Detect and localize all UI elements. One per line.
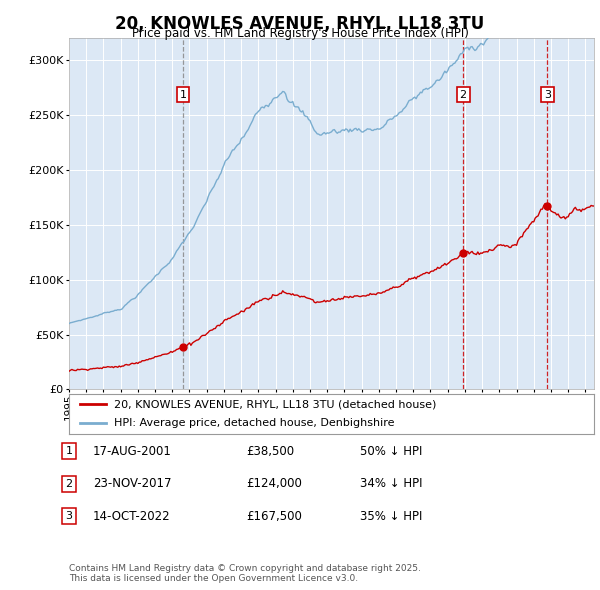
Text: 35% ↓ HPI: 35% ↓ HPI	[360, 510, 422, 523]
Text: Contains HM Land Registry data © Crown copyright and database right 2025.
This d: Contains HM Land Registry data © Crown c…	[69, 563, 421, 583]
Text: £124,000: £124,000	[246, 477, 302, 490]
Text: HPI: Average price, detached house, Denbighshire: HPI: Average price, detached house, Denb…	[113, 418, 394, 428]
Text: 34% ↓ HPI: 34% ↓ HPI	[360, 477, 422, 490]
Text: 23-NOV-2017: 23-NOV-2017	[93, 477, 172, 490]
Text: 20, KNOWLES AVENUE, RHYL, LL18 3TU: 20, KNOWLES AVENUE, RHYL, LL18 3TU	[115, 15, 485, 33]
Text: 1: 1	[179, 90, 187, 100]
Text: £38,500: £38,500	[246, 445, 294, 458]
Text: 2: 2	[65, 479, 73, 489]
Text: 17-AUG-2001: 17-AUG-2001	[93, 445, 172, 458]
Text: 3: 3	[544, 90, 551, 100]
Text: 20, KNOWLES AVENUE, RHYL, LL18 3TU (detached house): 20, KNOWLES AVENUE, RHYL, LL18 3TU (deta…	[113, 399, 436, 409]
Text: £167,500: £167,500	[246, 510, 302, 523]
Text: 14-OCT-2022: 14-OCT-2022	[93, 510, 170, 523]
Text: 50% ↓ HPI: 50% ↓ HPI	[360, 445, 422, 458]
Text: Price paid vs. HM Land Registry's House Price Index (HPI): Price paid vs. HM Land Registry's House …	[131, 27, 469, 40]
Text: 2: 2	[460, 90, 467, 100]
Text: 1: 1	[65, 447, 73, 456]
Text: 3: 3	[65, 512, 73, 521]
